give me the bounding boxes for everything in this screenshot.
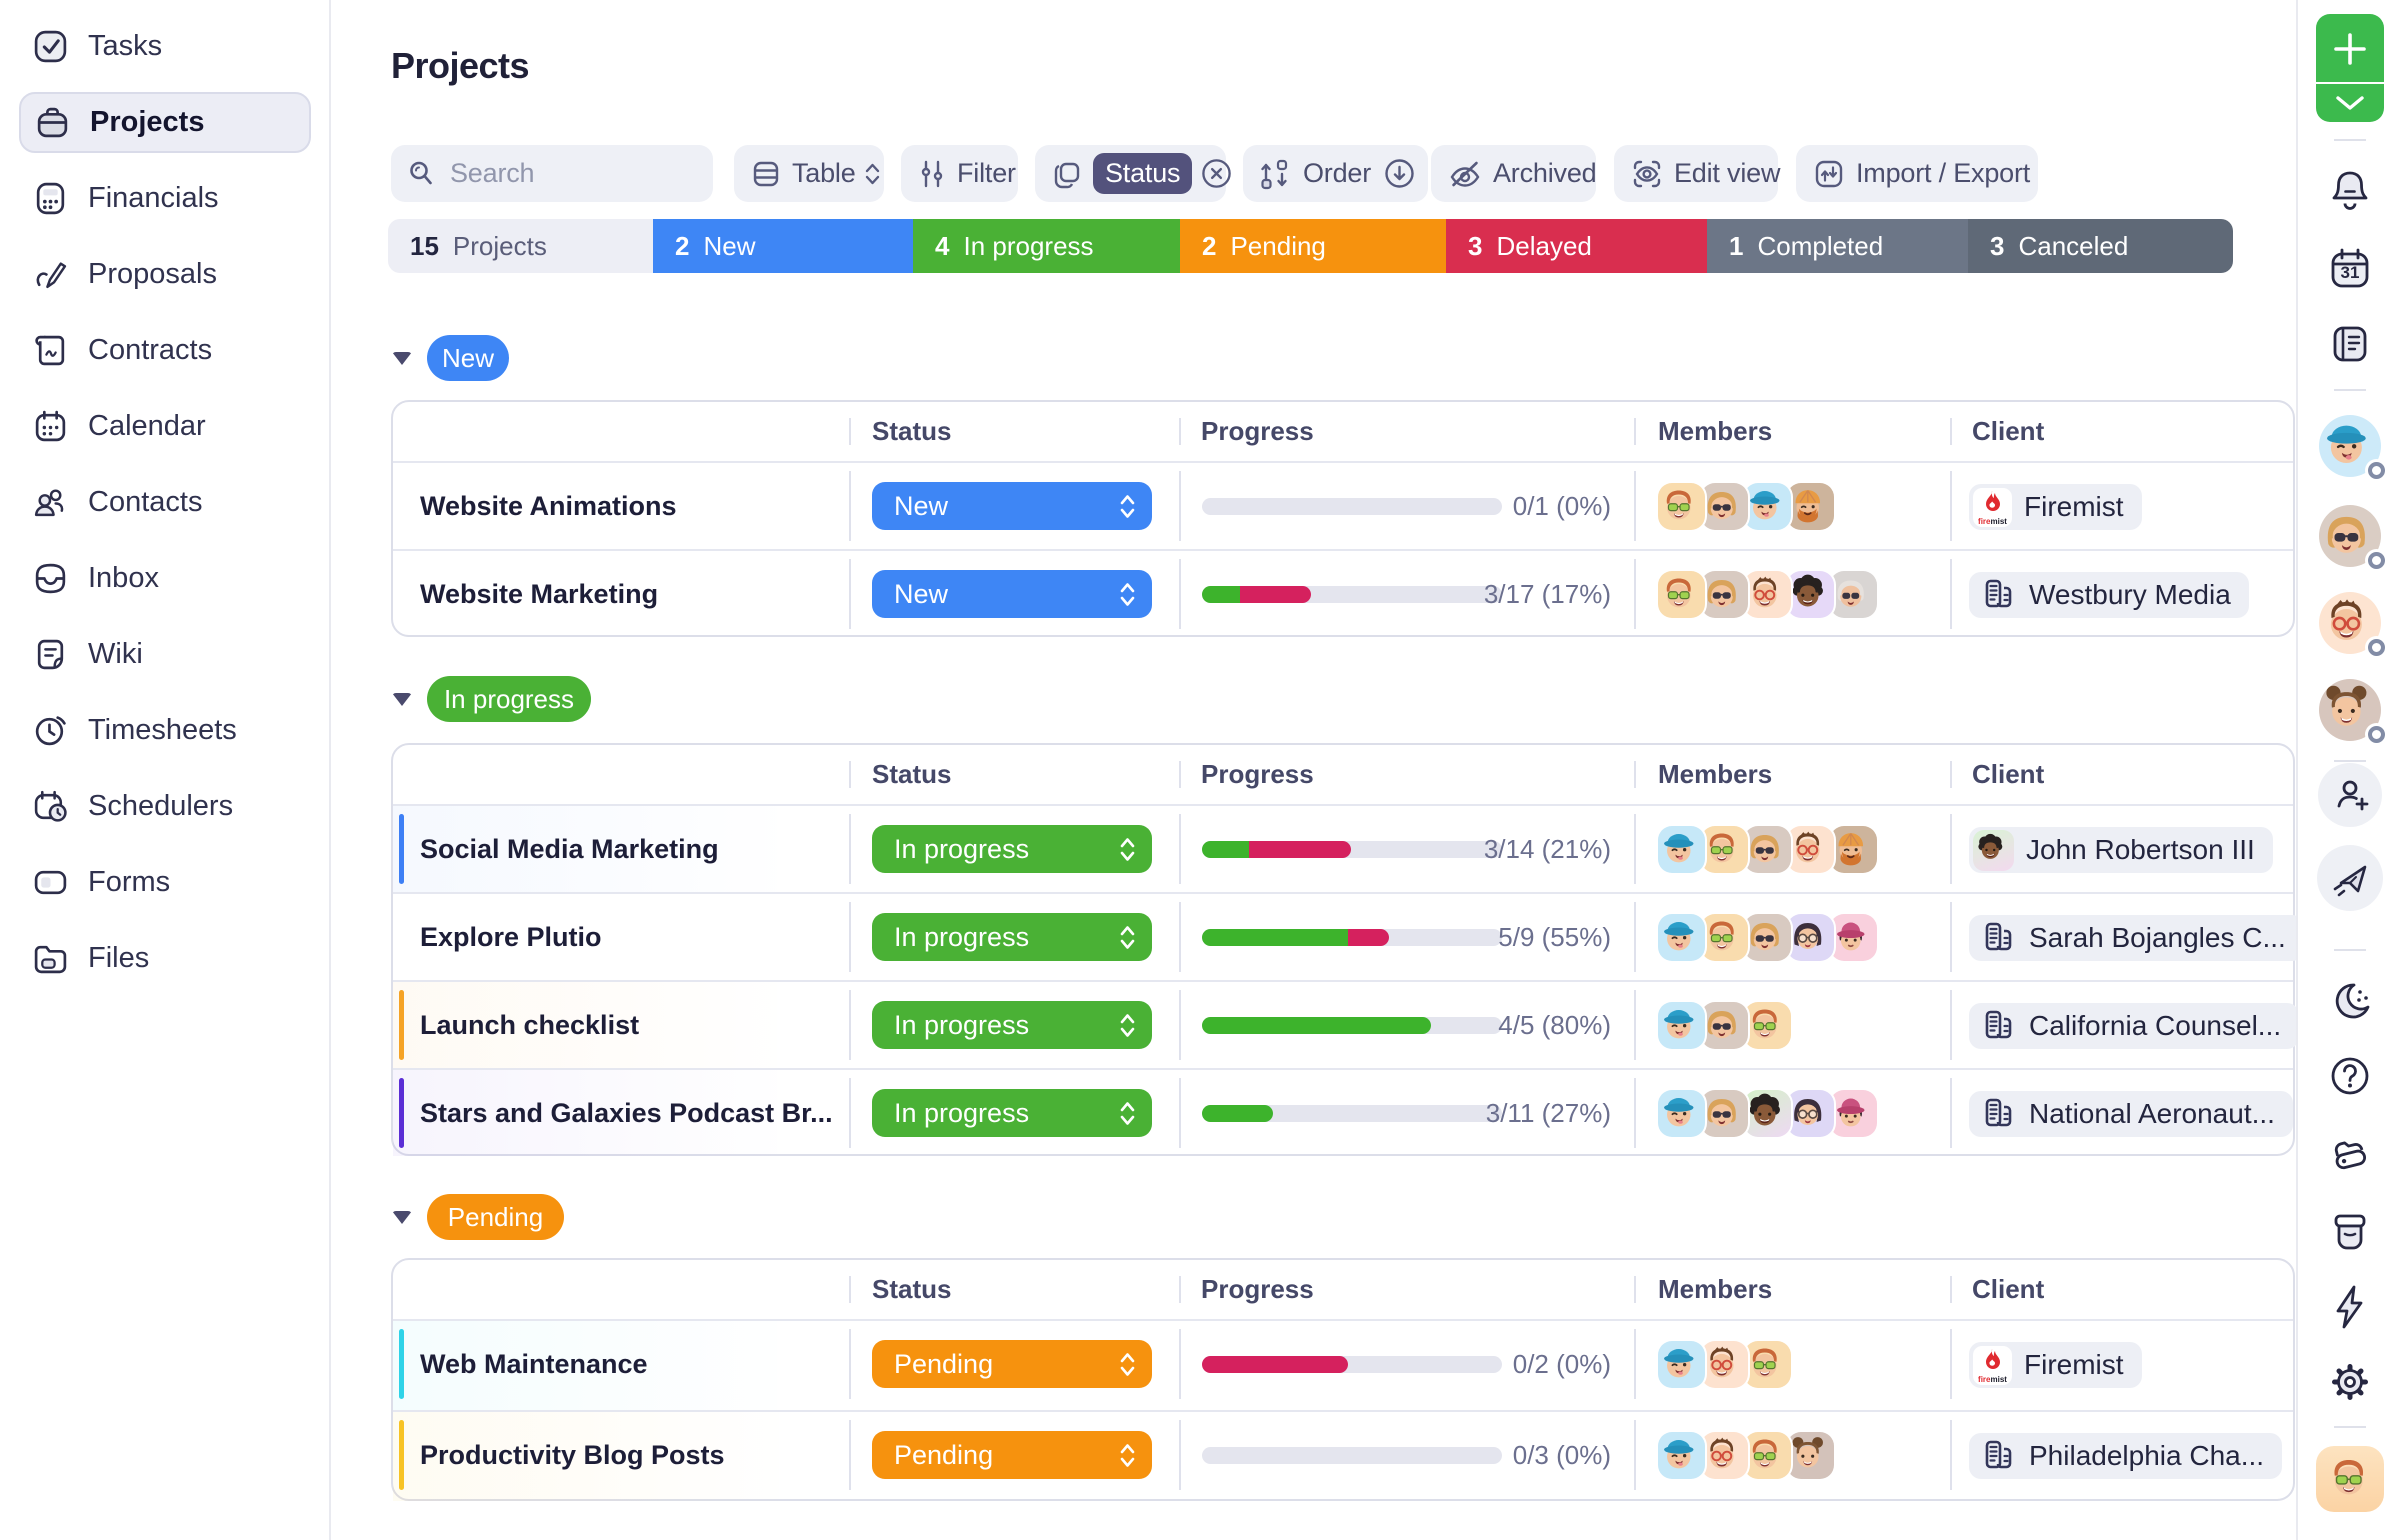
svg-text:31: 31 [2341,263,2360,282]
